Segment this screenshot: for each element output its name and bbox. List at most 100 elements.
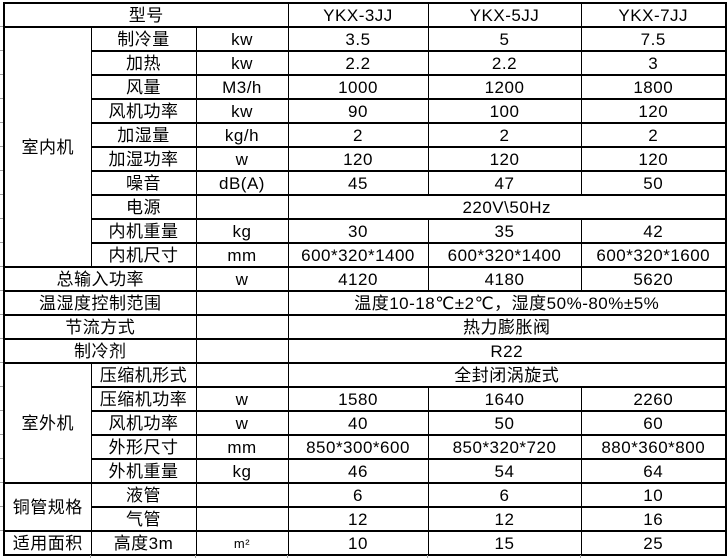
- row-label: 液管: [90, 482, 197, 508]
- value-cell: 1580: [287, 386, 429, 412]
- unit-cell: kw: [195, 26, 289, 52]
- merged-value-cell: 220V\50Hz: [287, 194, 727, 220]
- unit-cell: w: [195, 266, 289, 292]
- value-cell: 850*320*720: [427, 434, 582, 460]
- table-row: 加湿功率 w 120 120 120: [4, 146, 727, 172]
- value-cell: 10: [287, 530, 429, 556]
- value-cell: 600*320*1400: [287, 242, 429, 268]
- row-label: 电源: [90, 194, 197, 220]
- value-cell: 5: [427, 26, 582, 52]
- value-cell: 30: [287, 218, 429, 244]
- unit-cell: [195, 314, 289, 340]
- row-label: 压缩机功率: [90, 386, 197, 412]
- merged-value-cell: 热力膨胀阀: [287, 314, 727, 340]
- model-name-header: YKX-7JJ: [580, 2, 727, 28]
- unit-cell: mm: [195, 434, 289, 460]
- table-row: 风机功率 kw 90 100 120: [4, 98, 727, 124]
- row-label: 加热: [90, 50, 197, 76]
- unit-cell: [195, 290, 289, 316]
- unit-cell: w: [195, 386, 289, 412]
- table-row: 节流方式 热力膨胀阀: [3, 314, 727, 340]
- table-row: 电源 220V\50Hz: [4, 194, 727, 220]
- value-cell: 3.5: [287, 26, 429, 52]
- row-label: 内机尺寸: [90, 242, 197, 268]
- row-label: 高度3m: [90, 530, 197, 556]
- value-cell: 100: [427, 98, 582, 124]
- spec-sheet: 型号 YKX-3JJ YKX-5JJ YKX-7JJ 室内机 制冷量 kw 3.5 5 7…: [3, 2, 727, 556]
- value-cell: 47: [427, 170, 582, 196]
- table-row: 适用面积 高度3m m² 10 15 25: [3, 530, 727, 556]
- unit-cell: kw: [195, 98, 289, 124]
- merged-value-cell: 全封闭涡旋式: [287, 362, 727, 388]
- header-row: 型号 YKX-3JJ YKX-5JJ YKX-7JJ: [3, 2, 727, 28]
- unit-cell: m²: [195, 530, 289, 556]
- table-row: 风机功率 w 40 50 60: [4, 410, 727, 436]
- table-row: 外机重量 kg 46 54 64: [4, 458, 727, 484]
- row-label: 压缩机形式: [90, 362, 197, 388]
- group-cell: 室内机: [3, 26, 92, 268]
- value-cell: 2260: [580, 386, 727, 412]
- row-label: 风量: [90, 74, 197, 100]
- group-cell: 铜管规格: [3, 482, 92, 532]
- value-cell: 10: [580, 482, 727, 508]
- value-cell: 50: [427, 410, 582, 436]
- table-row: 温湿度控制范围 温度10-18℃±2℃，湿度50%-80%±5%: [3, 290, 727, 316]
- unit-cell: kg: [195, 218, 289, 244]
- unit-cell: kw: [195, 50, 289, 76]
- value-cell: 46: [287, 458, 429, 484]
- unit-cell: [195, 482, 289, 508]
- row-label: 制冷量: [90, 26, 197, 52]
- unit-cell: kg: [195, 458, 289, 484]
- table-row: 内机尺寸 mm 600*320*1400 600*320*1400 600*320*16…: [4, 242, 727, 268]
- unit-cell: [195, 338, 289, 364]
- unit-cell: M3/h: [195, 74, 289, 100]
- table-row: 风量 M3/h 1000 1200 1800: [4, 74, 727, 100]
- value-cell: 1200: [427, 74, 582, 100]
- value-cell: 1000: [287, 74, 429, 100]
- value-cell: 850*300*600: [287, 434, 429, 460]
- value-cell: 90: [287, 98, 429, 124]
- value-cell: 120: [580, 98, 727, 124]
- table-row: 压缩机功率 w 1580 1640 2260: [4, 386, 727, 412]
- row-label: 节流方式: [3, 314, 197, 340]
- row-label: 加湿功率: [90, 146, 197, 172]
- table-row: 内机重量 kg 30 35 42: [4, 218, 727, 244]
- value-cell: 42: [580, 218, 727, 244]
- row-label: 加湿量: [90, 122, 197, 148]
- value-cell: 7.5: [580, 26, 727, 52]
- unit-cell: w: [195, 146, 289, 172]
- row-label: 外机重量: [90, 458, 197, 484]
- row-label: 风机功率: [90, 410, 197, 436]
- unit-cell: [195, 506, 289, 532]
- value-cell: 2: [580, 122, 727, 148]
- model-name-header: YKX-5JJ: [427, 2, 582, 28]
- row-label: 内机重量: [90, 218, 197, 244]
- value-cell: 2: [427, 122, 582, 148]
- row-label: 温湿度控制范围: [3, 290, 197, 316]
- value-cell: 12: [427, 506, 582, 532]
- value-cell: 40: [287, 410, 429, 436]
- merged-value-cell: 温度10-18℃±2℃，湿度50%-80%±5%: [287, 290, 727, 316]
- value-cell: 4180: [427, 266, 582, 292]
- value-cell: 3: [580, 50, 727, 76]
- table-row: 制冷剂 R22: [3, 338, 727, 364]
- unit-cell: mm: [195, 242, 289, 268]
- value-cell: 15: [427, 530, 582, 556]
- value-cell: 64: [580, 458, 727, 484]
- row-label: 噪音: [90, 170, 197, 196]
- value-cell: 12: [287, 506, 429, 532]
- value-cell: 2.2: [287, 50, 429, 76]
- table-row: 室内机 制冷量 kw 3.5 5 7.5: [3, 26, 727, 268]
- row-label: 总输入功率: [3, 266, 197, 292]
- value-cell: 5620: [580, 266, 727, 292]
- sheet-gridline-stubs-left: [0, 26, 3, 554]
- value-cell: 880*360*800: [580, 434, 727, 460]
- model-name-header: YKX-3JJ: [287, 2, 429, 28]
- table-row: 加热 kw 2.2 2.2 3: [4, 50, 727, 76]
- unit-cell: w: [195, 410, 289, 436]
- unit-cell: [195, 194, 289, 220]
- merged-value-cell: R22: [287, 338, 727, 364]
- unit-cell: kg/h: [195, 122, 289, 148]
- table-row: 铜管规格 液管 6 6 10: [3, 482, 727, 532]
- group-cell: 适用面积: [3, 530, 92, 556]
